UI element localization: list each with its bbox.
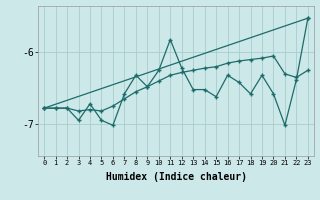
X-axis label: Humidex (Indice chaleur): Humidex (Indice chaleur) bbox=[106, 172, 246, 182]
